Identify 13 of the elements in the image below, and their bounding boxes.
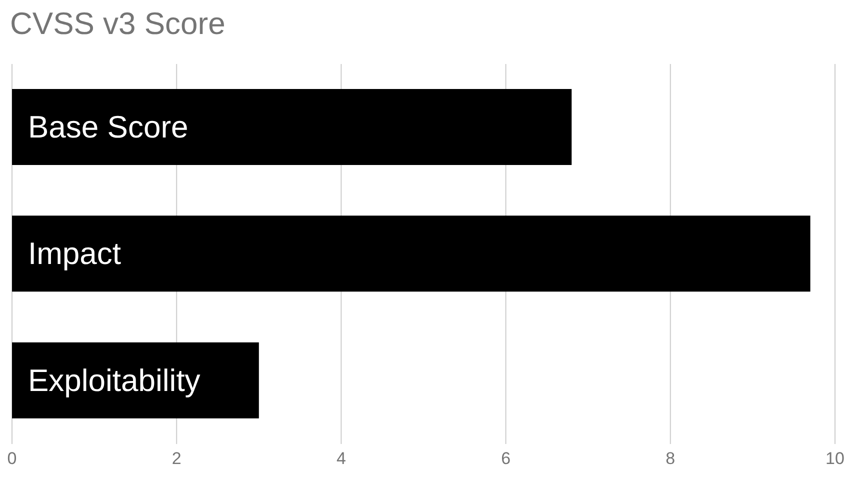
x-tick-label: 0 bbox=[7, 449, 17, 468]
x-tick-label: 8 bbox=[666, 449, 676, 468]
bar bbox=[12, 89, 572, 165]
y-tick-label: Exploitability bbox=[28, 362, 201, 398]
y-tick-label: Impact bbox=[28, 236, 122, 272]
x-tick-label: 6 bbox=[501, 449, 511, 468]
bar bbox=[12, 342, 259, 418]
x-tick-label: 2 bbox=[172, 449, 182, 468]
x-tick-label: 4 bbox=[336, 449, 346, 468]
y-tick-label: Base Score bbox=[28, 110, 188, 144]
chart-title: CVSS v3 Score bbox=[10, 6, 226, 42]
x-tick-label: 10 bbox=[826, 449, 844, 468]
bar bbox=[12, 216, 810, 292]
